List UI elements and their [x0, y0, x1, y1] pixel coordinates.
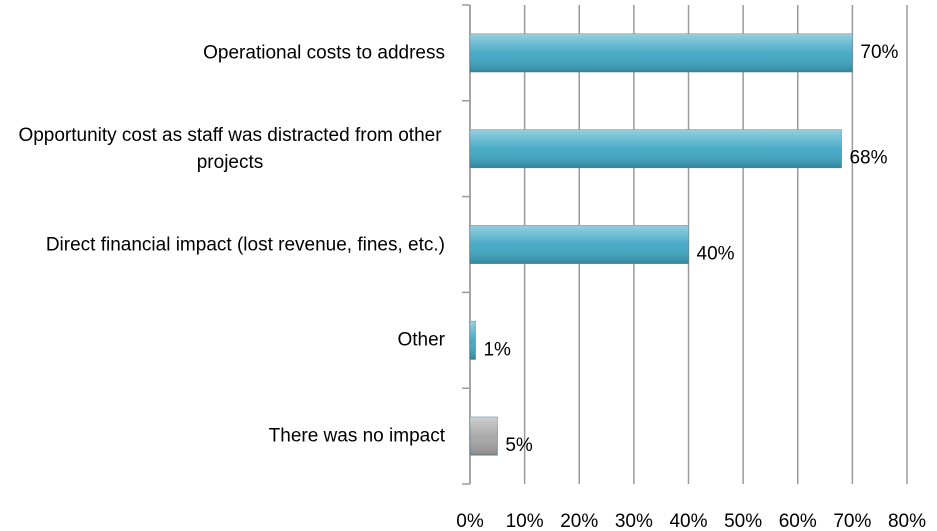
x-tick-label: 70% — [833, 511, 871, 531]
x-tick-label: 10% — [506, 511, 544, 531]
category-label: Other — [397, 329, 445, 351]
bar-shine — [470, 225, 689, 264]
bar-shine — [470, 33, 853, 72]
x-tick-label: 20% — [560, 511, 598, 531]
data-label: 1% — [483, 339, 511, 360]
category-label: Direct financial impact (lost revenue, f… — [45, 234, 445, 255]
bar-shine — [470, 417, 498, 456]
data-label: 40% — [697, 244, 735, 265]
x-tick-label: 60% — [779, 511, 817, 531]
x-tick-label: 50% — [724, 511, 762, 531]
bar-shine — [470, 129, 842, 168]
category-label: Opportunity cost as staff was distracted… — [18, 124, 442, 173]
category-label: Operational costs to address — [203, 42, 445, 64]
data-label: 68% — [849, 148, 887, 169]
x-tick-label: 80% — [888, 511, 926, 531]
x-tick-label: 40% — [669, 511, 707, 531]
x-tick-label: 0% — [456, 511, 484, 531]
category-label: There was no impact — [268, 425, 445, 447]
data-label: 70% — [860, 42, 898, 63]
x-tick-label: 30% — [615, 511, 653, 531]
data-label: 5% — [505, 435, 533, 456]
bar-shine — [470, 321, 476, 360]
